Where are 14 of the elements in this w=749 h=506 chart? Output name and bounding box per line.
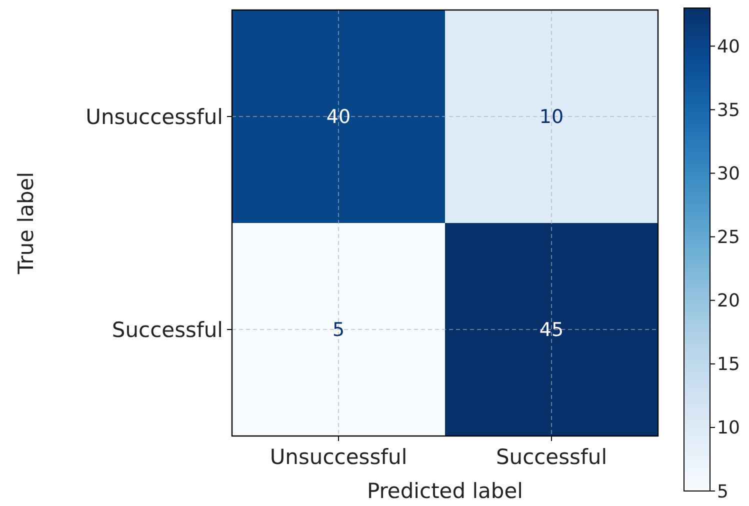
x-axis-title: Predicted label (366, 479, 524, 503)
color-bar-label: 15 (717, 354, 740, 376)
data-label: 10 (539, 106, 564, 128)
y-axis-title: True label (14, 172, 38, 276)
color-bar-label: 25 (717, 227, 740, 248)
color-bar-label: 20 (717, 290, 740, 312)
color-bar-label: 10 (717, 418, 740, 439)
color-bar-label: 40 (717, 36, 740, 58)
color-bar-label: 5 (717, 481, 728, 502)
data-label: 40 (326, 106, 351, 128)
color-bar-label: 35 (717, 100, 740, 121)
data-label: 45 (539, 319, 564, 342)
data-label: 5 (332, 319, 345, 342)
color-bar-label: 30 (717, 164, 740, 185)
